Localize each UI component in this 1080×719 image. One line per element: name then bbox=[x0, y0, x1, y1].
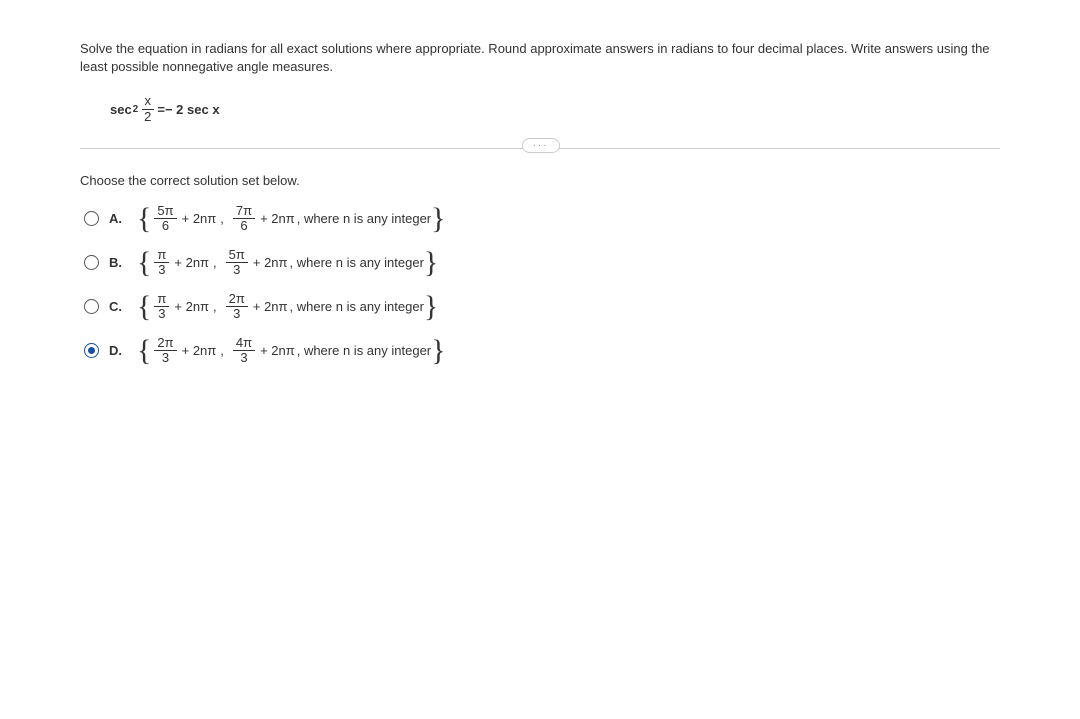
choice-a-t1-num: 5π bbox=[154, 204, 176, 219]
plus-term: + 2nπ bbox=[174, 255, 209, 270]
eq-frac-den: 2 bbox=[141, 110, 154, 124]
radio-a[interactable] bbox=[84, 211, 99, 226]
choice-c-t2-den: 3 bbox=[230, 307, 243, 321]
plus-term: + 2nπ bbox=[260, 343, 295, 358]
choice-c-letter: C. bbox=[109, 299, 127, 314]
plus-term: + 2nπ bbox=[253, 299, 288, 314]
choice-d-letter: D. bbox=[109, 343, 127, 358]
choice-b[interactable]: B. { π3 + 2nπ, 5π3 + 2nπ , where n is an… bbox=[84, 248, 1000, 278]
choice-prompt: Choose the correct solution set below. bbox=[80, 173, 1000, 188]
brace-left-icon: { bbox=[137, 336, 151, 366]
brace-right-icon: } bbox=[431, 336, 445, 366]
choice-list: A. { 5π6 + 2nπ, 7π6 + 2nπ , where n is a… bbox=[84, 204, 1000, 366]
choice-a[interactable]: A. { 5π6 + 2nπ, 7π6 + 2nπ , where n is a… bbox=[84, 204, 1000, 234]
choice-a-tail: , where n is any integer bbox=[297, 211, 431, 226]
plus-term: + 2nπ bbox=[174, 299, 209, 314]
choice-b-t2-den: 3 bbox=[230, 263, 243, 277]
radio-b[interactable] bbox=[84, 255, 99, 270]
choice-d-body: { 2π3 + 2nπ, 4π3 + 2nπ , where n is any … bbox=[137, 336, 446, 366]
eq-equals: = bbox=[157, 102, 165, 117]
eq-fn: sec bbox=[110, 102, 132, 117]
choice-b-t1-den: 3 bbox=[155, 263, 168, 277]
choice-d-tail: , where n is any integer bbox=[297, 343, 431, 358]
choice-a-body: { 5π6 + 2nπ, 7π6 + 2nπ , where n is any … bbox=[137, 204, 446, 234]
choice-d-t2-num: 4π bbox=[233, 336, 255, 351]
eq-frac-num: x bbox=[142, 94, 155, 109]
choice-b-letter: B. bbox=[109, 255, 127, 270]
expand-toggle[interactable]: ··· bbox=[522, 138, 560, 153]
radio-d[interactable] bbox=[84, 343, 99, 358]
radio-c[interactable] bbox=[84, 299, 99, 314]
choice-b-t1-num: π bbox=[154, 248, 169, 263]
equation-display: sec 2 x 2 = − 2 sec x bbox=[110, 94, 1000, 124]
brace-left-icon: { bbox=[137, 248, 151, 278]
choice-c[interactable]: C. { π3 + 2nπ, 2π3 + 2nπ , where n is an… bbox=[84, 292, 1000, 322]
choice-a-t2-den: 6 bbox=[237, 219, 250, 233]
choice-c-body: { π3 + 2nπ, 2π3 + 2nπ , where n is any i… bbox=[137, 292, 438, 322]
brace-left-icon: { bbox=[137, 292, 151, 322]
brace-right-icon: } bbox=[424, 248, 438, 278]
choice-a-t1-den: 6 bbox=[159, 219, 172, 233]
choice-b-t2-num: 5π bbox=[226, 248, 248, 263]
choice-c-t2-num: 2π bbox=[226, 292, 248, 307]
brace-right-icon: } bbox=[424, 292, 438, 322]
eq-frac: x 2 bbox=[141, 94, 154, 124]
choice-d-t2-den: 3 bbox=[237, 351, 250, 365]
plus-term: + 2nπ bbox=[260, 211, 295, 226]
choice-a-t2-num: 7π bbox=[233, 204, 255, 219]
choice-c-t1-num: π bbox=[154, 292, 169, 307]
eq-exp: 2 bbox=[133, 104, 138, 115]
section-divider-wrap: ··· bbox=[80, 148, 1000, 149]
choice-d-t1-den: 3 bbox=[159, 351, 172, 365]
brace-left-icon: { bbox=[137, 204, 151, 234]
choice-c-tail: , where n is any integer bbox=[290, 299, 424, 314]
plus-term: + 2nπ bbox=[253, 255, 288, 270]
problem-instructions: Solve the equation in radians for all ex… bbox=[80, 40, 1000, 76]
choice-d[interactable]: D. { 2π3 + 2nπ, 4π3 + 2nπ , where n is a… bbox=[84, 336, 1000, 366]
choice-b-tail: , where n is any integer bbox=[290, 255, 424, 270]
plus-term: + 2nπ bbox=[182, 343, 217, 358]
choice-a-letter: A. bbox=[109, 211, 127, 226]
choice-d-t1-num: 2π bbox=[154, 336, 176, 351]
eq-rhs: − 2 sec x bbox=[165, 102, 220, 117]
choice-c-t1-den: 3 bbox=[155, 307, 168, 321]
brace-right-icon: } bbox=[431, 204, 445, 234]
choice-b-body: { π3 + 2nπ, 5π3 + 2nπ , where n is any i… bbox=[137, 248, 438, 278]
plus-term: + 2nπ bbox=[182, 211, 217, 226]
